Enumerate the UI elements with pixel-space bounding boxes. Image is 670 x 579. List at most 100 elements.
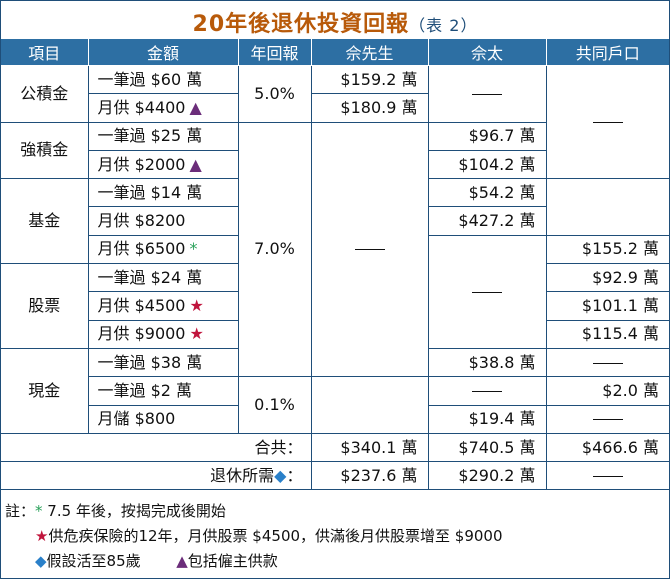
title-sub: （表 2） [409,16,478,35]
header-return: 年回報 [237,39,312,66]
joint-empty [545,347,669,378]
table-row: 強積金 一筆過 $25 萬 7.0% $96.7 萬 [1,121,669,378]
header-amount: 金額 [87,39,239,66]
amount-text: 月供 $4400 [97,97,186,117]
joint-value: $101.1 萬 [545,291,669,321]
dash-mark [472,291,502,293]
amount-cell: 月供 $9000 ★ [88,319,239,349]
total-mr: $340.1 萬 [310,432,429,463]
amount-text: 月供 $6500 [97,239,186,259]
note-row: 註：* 7.5 年後，按揭完成後開始 [5,499,503,524]
return-mpf: 5.0% [237,65,312,123]
table-row: 月供 $9000 ★ $115.4 萬 [1,319,669,349]
return-cash: 0.1% [237,376,312,434]
page-title: 20年後退休投資回報（表 2） [1,6,669,38]
table-row: 月供 $4400 ▲ $180.9 萬 [1,93,669,123]
note-text: 7.5 年後，按揭完成後開始 [47,502,226,520]
amount-cell: 一筆過 $24 萬 [87,263,239,293]
joint-empty [545,178,669,236]
required-label: 退休所需 [210,465,275,485]
table-row: 股票 一筆過 $24 萬 $92.9 萬 [1,263,669,349]
table-row: 月供 $8200 $427.2 萬 [1,206,669,236]
total-joint: $466.6 萬 [545,432,669,463]
amount-cell: 月供 $4400 ▲ [88,93,239,123]
amount-text: 月供 $9000 [97,324,186,344]
joint-value: $92.9 萬 [545,263,669,293]
dash-mark [592,122,623,124]
table-row: 月供 $2000 ▲ $104.2 萬 [1,149,669,180]
dash-mark [592,362,623,364]
note-row: ★供危疾保險的12年，月供股票 $4500，供滿後月供股票增至 $9000 [5,524,503,549]
required-mrs: $290.2 萬 [427,461,547,491]
amount-cell: 月供 $4500 ★ [88,291,239,321]
mrs-empty [427,65,547,123]
required-joint-empty [545,461,669,491]
mrs-empty [427,376,547,406]
investment-table: 項目 金額 年回報 佘先生 佘太 共同戶口 公積金 一筆過 $60 萬 5.0%… [1,39,669,491]
amount-cell: 一筆過 $38 萬 [87,347,239,378]
dash-mark [592,419,623,421]
mr-empty [310,376,429,434]
joint-value: $115.4 萬 [545,319,669,349]
table-row: 月供 $6500 * $155.2 萬 [1,234,669,349]
required-colon: ： [286,465,303,485]
category-stock: 股票 [1,263,89,349]
asterisk-icon: * [189,239,198,259]
note-text: 包括僱主供款 [187,552,278,570]
amount-cell: 一筆過 $14 萬 [87,178,239,208]
joint-value: $155.2 萬 [545,234,669,265]
amount-text: 月供 $2000 [97,154,186,174]
dash-mark [354,249,385,251]
amount-cell: 一筆過 $2 萬 [88,376,239,406]
dash-mark [472,390,502,392]
required-row: 退休所需◆： $237.6 萬 $290.2 萬 [1,461,669,491]
category-cash: 現金 [1,347,89,434]
category-fund: 基金 [1,178,89,265]
table-row: 公積金 一筆過 $60 萬 5.0% $159.2 萬 [1,64,669,180]
required-mr: $237.6 萬 [310,461,429,491]
note-row: ◆假設活至85歲 ▲包括僱主供款 [5,549,503,574]
table-row: 月供 $4500 ★ $101.1 萬 [1,291,669,321]
table-row: 月儲 $800 $19.4 萬 [1,404,669,434]
category-orso: 強積金 [1,121,89,180]
header-item: 項目 [1,39,89,66]
amount-cell: 月供 $8200 [88,206,239,236]
notes-prefix: 註： [5,502,36,520]
star-icon: ★ [189,296,204,316]
title-main: 20年後退休投資回報 [192,12,410,37]
triangle-icon: ▲ [189,154,202,174]
triangle-icon: ▲ [189,97,202,117]
total-mrs: $740.5 萬 [427,432,547,463]
category-mpf: 公積金 [1,65,89,123]
triangle-icon: ▲ [176,552,188,570]
notes-section: 註：* 7.5 年後，按揭完成後開始 ★供危疾保險的12年，月供股票 $4500… [5,499,503,574]
mrs-value: $19.4 萬 [427,404,547,434]
star-icon: ★ [189,324,204,344]
note-text: 假設活至85歲 [46,552,141,570]
joint-empty [545,64,669,180]
table-row: 一筆過 $2 萬 0.1% $2.0 萬 [1,376,669,434]
mrs-value: $54.2 萬 [427,178,547,208]
total-row: 合共： $340.1 萬 $740.5 萬 $466.6 萬 [1,432,669,463]
amount-cell: 一筆過 $60 萬 [87,64,239,95]
mrs-value: $96.7 萬 [427,121,546,151]
star-icon: ★ [35,527,49,545]
dash-mark [472,93,502,95]
mrs-value: $104.2 萬 [427,149,546,180]
amount-cell: 月供 $2000 ▲ [88,149,239,180]
required-label-cell: 退休所需◆： [1,461,312,491]
dash-mark [592,475,623,477]
mrs-empty [427,234,547,349]
mrs-value: $38.8 萬 [427,347,547,378]
header-row: 項目 金額 年回報 佘先生 佘太 共同戶口 [1,39,669,66]
mrs-value: $427.2 萬 [427,206,546,236]
amount-cell: 月供 $6500 * [88,234,239,265]
diamond-icon: ◆ [35,552,47,570]
amount-cell: 月儲 $800 [88,404,239,434]
mr-value: $180.9 萬 [310,93,428,123]
note-text: 供危疾保險的12年，月供股票 $4500，供滿後月供股票增至 $9000 [48,527,503,545]
return-mid: 7.0% [237,121,312,378]
amount-text: 月供 $4500 [97,296,186,316]
table-row: 基金 一筆過 $14 萬 $54.2 萬 [1,178,669,265]
